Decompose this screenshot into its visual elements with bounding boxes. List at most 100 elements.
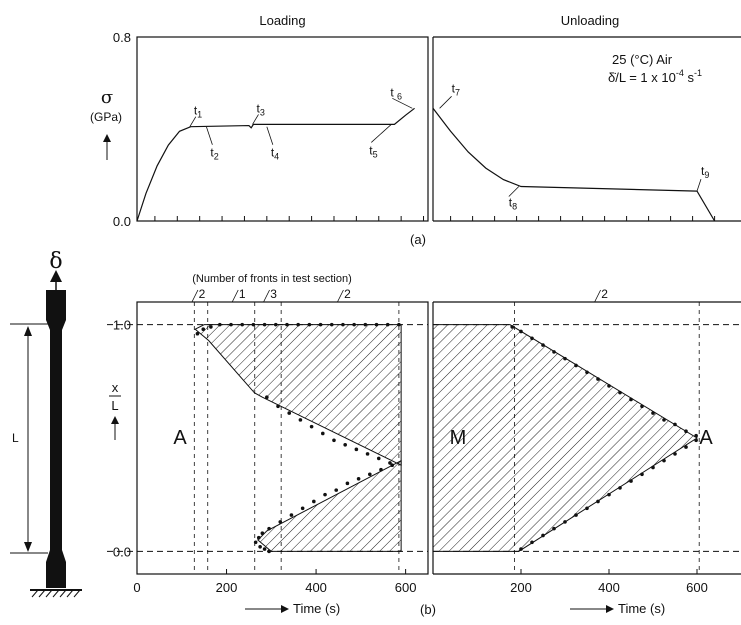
chart-a-loading: Loading 0.0 0.8 σ (GPa) t1 t2 t3 t4 t5 t 6: [90, 13, 429, 229]
front-data-point: [323, 492, 327, 497]
front-data-point: [673, 422, 677, 427]
front-data-point: [262, 547, 267, 551]
front-data-point: [267, 549, 271, 554]
martensite-region-label: M: [450, 427, 467, 449]
front-data-point: [552, 526, 556, 531]
front-data-point: [312, 499, 316, 504]
front-data-point: [530, 336, 534, 341]
annotation-leader: [439, 96, 452, 109]
front-data-point: [694, 433, 698, 438]
gauge-length-label: L: [12, 431, 19, 445]
annotation-label: t4: [271, 146, 279, 162]
front-data-point: [240, 322, 245, 327]
front-data-point: [510, 325, 514, 329]
annotation-label: t 6: [390, 85, 402, 101]
series-line: [136, 107, 415, 222]
x-tick-label: 600: [395, 580, 417, 595]
front-count-label: 2: [344, 287, 351, 301]
annotation-leader: [508, 186, 520, 197]
front-data-point: [629, 397, 633, 402]
front-count-leader: [594, 289, 601, 303]
front-data-point: [318, 322, 323, 327]
annotation-label: t5: [369, 143, 377, 159]
front-data-point: [273, 322, 278, 327]
front-data-point: [329, 322, 334, 327]
annotation-leader: [206, 126, 213, 145]
y-axis-label-num: x: [112, 380, 119, 395]
front-data-point: [519, 547, 523, 551]
front-data-point: [385, 322, 390, 327]
y-tick-label: 0.0: [113, 214, 131, 229]
annotation-leader: [189, 116, 197, 127]
front-data-point: [376, 456, 381, 461]
front-data-point: [307, 322, 312, 327]
y-tick-label: 0.8: [113, 30, 131, 45]
annotation-label: t8: [509, 196, 517, 212]
condition-rate: δ̇/L = 1 x 10-4 s-1: [608, 68, 702, 85]
front-data-point: [218, 322, 222, 327]
front-data-point: [334, 488, 339, 492]
front-data-point: [201, 327, 206, 332]
x-tick-label: 600: [686, 580, 708, 595]
front-data-point: [289, 513, 294, 517]
annotation-leader: [252, 114, 259, 125]
front-data-point: [640, 472, 644, 477]
front-data-point: [256, 535, 261, 540]
annotation-label: t1: [194, 104, 202, 120]
front-data-point: [285, 322, 289, 327]
front-data-point: [253, 540, 258, 545]
front-data-point: [363, 322, 368, 327]
annotation-label: t7: [452, 81, 460, 97]
front-data-point: [365, 452, 370, 456]
front-data-point: [541, 343, 545, 347]
front-data-point: [287, 411, 292, 415]
y-tick-label: 1.0: [113, 318, 131, 333]
x-axis-label: Time (s): [293, 601, 340, 616]
gauge-arrow-head-bottom: [24, 542, 32, 552]
chart-b-unloading: 2 200 400 600 M A Time (s): [432, 287, 741, 616]
front-data-point: [296, 322, 300, 327]
y-tick-label: 0.0: [113, 544, 131, 559]
front-data-point: [694, 438, 698, 443]
x-tick-label: 200: [510, 580, 532, 595]
front-data-point: [267, 526, 271, 531]
front-count-label: 2: [601, 287, 608, 301]
transformed-region-upper: [194, 324, 402, 467]
y-axis-symbol: σ: [101, 87, 113, 108]
front-data-point: [574, 513, 578, 517]
front-data-point: [356, 477, 361, 481]
front-count-leader: [191, 289, 199, 303]
front-data-point: [519, 329, 523, 334]
front-data-point: [262, 322, 267, 327]
front-data-point: [596, 377, 600, 381]
chart-title: Loading: [259, 13, 305, 28]
specimen-gauge: [50, 330, 62, 550]
front-data-point: [684, 445, 688, 449]
specimen-schematic: δ L: [10, 249, 82, 598]
front-data-point: [618, 486, 622, 490]
front-data-point: [607, 384, 611, 388]
front-data-point: [345, 481, 350, 486]
front-data-point: [585, 370, 589, 375]
front-data-point: [265, 395, 269, 400]
chart-b-loading: (Number of fronts in test section) 2 1 3 2 0.…: [107, 273, 429, 616]
annotation-leader: [392, 97, 413, 109]
front-data-point: [343, 443, 347, 447]
front-data-point: [388, 461, 392, 465]
front-data-point: [673, 452, 677, 456]
front-count-leader: [263, 289, 270, 303]
front-data-point: [368, 472, 372, 477]
annotation-leader: [371, 124, 392, 143]
front-count-label: 3: [270, 287, 277, 301]
plot-frame: [136, 301, 429, 575]
front-data-point: [651, 465, 655, 470]
front-data-point: [352, 322, 356, 327]
front-data-point: [260, 531, 265, 535]
front-data-point: [552, 350, 556, 354]
front-data-point: [229, 322, 233, 327]
x-tick-label: 0: [133, 580, 140, 595]
front-data-point: [209, 325, 213, 329]
front-count-leader: [337, 289, 344, 303]
